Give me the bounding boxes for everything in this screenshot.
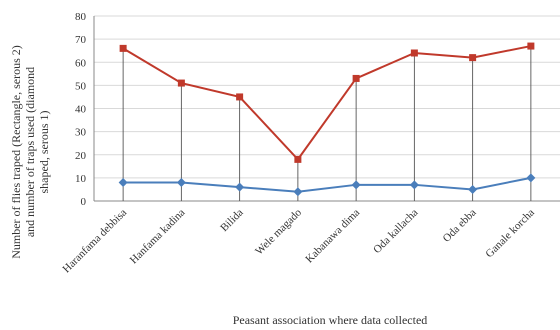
data-point-diamond [409,180,419,190]
x-tick-label: Ganale korcha [483,207,537,261]
y-tick-label: 60 [75,57,87,69]
x-tick-label: Oda ebba [441,207,479,245]
series-layer [118,42,536,197]
data-point-square [352,74,360,82]
data-point-diamond [293,187,303,197]
y-axis-title: Number of flies traped (Rectangle, serou… [9,45,51,259]
x-tick-label: Haranfama debbisa [61,207,130,276]
y-tick-label: 30 [75,127,87,139]
series-line [123,176,532,193]
data-point-diamond [351,180,361,190]
y-tick-label: 10 [75,173,87,185]
y-tick-label: 50 [75,80,87,92]
y-tick-label: 80 [75,11,87,23]
y-tick-label: 20 [75,150,87,162]
series-line [122,45,532,161]
data-point-diamond [176,178,186,187]
y-tick-label: 0 [81,196,87,208]
y-axis-title-line-3: shaped, serous 1) [37,111,51,194]
data-point-square [410,49,418,57]
x-tick-label: Oda kallacha [371,207,420,256]
gridlines [94,15,560,179]
y-tick-label: 70 [75,34,87,46]
x-tick-label: Wele magado [253,206,304,257]
x-tick-label: Bilida [218,207,246,235]
data-point-square [177,79,185,87]
x-tick-label: Hanfama kadina [128,207,188,267]
data-point-diamond [468,184,478,194]
y-tick-label: 40 [75,104,87,116]
data-point-square [236,93,244,101]
data-point-diamond [235,182,245,192]
data-point-square [527,42,535,50]
data-point-square [294,155,302,163]
y-tick-labels: 0 10 20 30 40 50 60 70 80 [75,11,87,208]
data-point-square [469,54,477,62]
y-axis-title-line-2: and number of traps used (diamond [23,67,37,237]
data-point-diamond [118,178,128,187]
y-axis-title-line-1: Number of flies traped (Rectangle, serou… [9,45,23,259]
x-axis-title: Peasant association where data collected [233,313,428,327]
data-point-square [119,44,127,52]
axes [93,16,560,202]
data-point-diamond [526,173,536,183]
x-tick-label: Kabanawa dima [303,207,362,266]
